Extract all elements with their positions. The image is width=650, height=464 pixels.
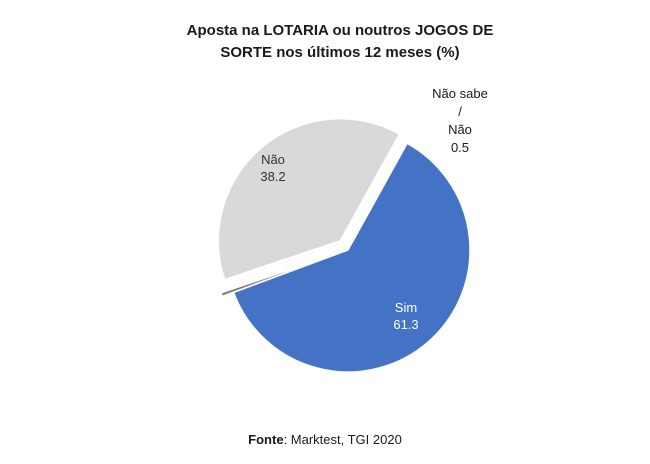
- pie-slice-n-o-sabe-n-o-responde: [220, 253, 337, 298]
- source-text: : Marktest, TGI 2020: [283, 432, 402, 447]
- chart-title: Aposta na LOTARIA ou noutros JOGOS DE SO…: [0, 20, 650, 64]
- chart-title-line-2: SORTE nos últimos 12 meses (%): [220, 44, 460, 61]
- slice-label-sim: Sim 61.3: [393, 300, 418, 332]
- pie-slice-n-o: [217, 118, 401, 281]
- source-note: Fonte: Marktest, TGI 2020: [0, 432, 650, 447]
- chart-title-line-1: Aposta na LOTARIA ou noutros JOGOS DE: [186, 22, 494, 39]
- slice-label-n-o-sabe-n-o-responde: Não sabe / Não 0.5: [432, 86, 488, 155]
- slice-label-n-o: Não 38.2: [260, 152, 285, 184]
- pie-slice-sim: [232, 142, 471, 373]
- source-prefix: Fonte: [248, 432, 284, 447]
